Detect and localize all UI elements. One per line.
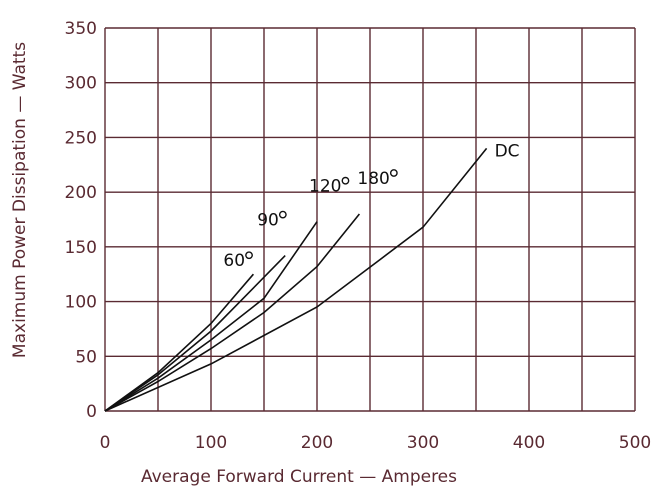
series-label-DC: DC — [495, 141, 520, 161]
y-tick-label: 100 — [65, 293, 97, 313]
series-label-120: 120 — [309, 177, 341, 197]
x-tick-label: 500 — [619, 433, 651, 453]
degree-symbol — [389, 169, 398, 177]
series-line-90 — [104, 255, 286, 412]
series-curves — [104, 147, 488, 412]
y-tick-label: 250 — [65, 128, 97, 148]
y-tick-label: 50 — [75, 347, 97, 367]
degree-symbol — [341, 176, 350, 185]
series-label-180: 180 — [357, 169, 389, 189]
series-label-90: 90 — [257, 211, 279, 231]
y-axis-title: Maximum Power Dissipation — Watts — [10, 42, 30, 358]
x-tick-label: 400 — [513, 433, 545, 453]
series-line-120 — [104, 221, 318, 412]
tick-labels: 0 100 200 300 400 500 0 50 100 150 200 250 300 350 — [65, 19, 652, 453]
degree-symbol — [278, 210, 287, 219]
series-line-60 — [104, 273, 255, 412]
degree-symbol — [245, 251, 253, 260]
x-tick-label: 0 — [100, 433, 111, 453]
series-label-60: 60 — [223, 251, 245, 271]
x-tick-label: 200 — [301, 433, 333, 453]
y-tick-label: 0 — [86, 402, 97, 422]
x-tick-label: 100 — [195, 433, 227, 453]
x-tick-label: 300 — [407, 433, 439, 453]
series-line-180 — [104, 213, 361, 412]
y-tick-label: 200 — [65, 183, 97, 203]
x-axis-title: Average Forward Current — Amperes — [141, 467, 457, 487]
series-labels: 60 90 120 180 DC — [223, 141, 519, 271]
y-tick-label: 300 — [65, 74, 97, 94]
y-tick-label: 350 — [65, 19, 97, 39]
y-tick-label: 150 — [65, 238, 97, 258]
series-line-DC — [104, 147, 488, 412]
plot-grid — [104, 27, 636, 412]
